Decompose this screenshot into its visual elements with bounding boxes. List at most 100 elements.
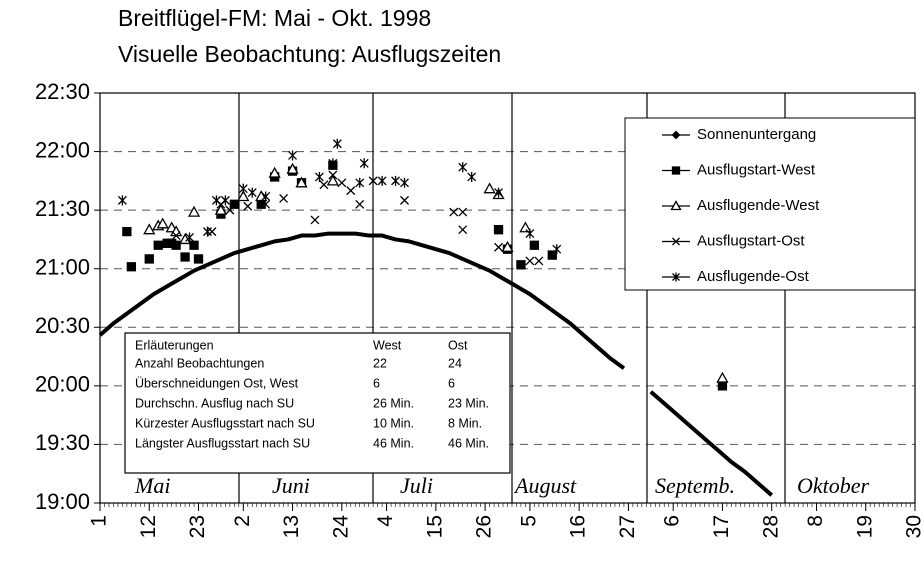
marker	[144, 254, 154, 264]
marker	[328, 170, 338, 180]
marker	[180, 252, 190, 262]
legend-label: Ausflugstart-Ost	[697, 232, 805, 249]
legend-label: Ausflugstart-West	[697, 161, 816, 178]
marker	[516, 260, 526, 270]
y-tick-label: 22:00	[35, 137, 90, 162]
marker	[552, 244, 562, 255]
marker	[171, 231, 181, 240]
x-tick-label: 24	[329, 515, 352, 539]
y-tick-label: 22:30	[35, 79, 90, 104]
info-table-cell: 24	[448, 356, 462, 370]
month-label: Juni	[272, 473, 310, 498]
x-tick-label: 2	[231, 515, 254, 527]
x-tick-label: 27	[616, 515, 639, 538]
marker	[458, 225, 468, 235]
info-table-cell: Längster Ausflugsstart nach SU	[135, 436, 310, 450]
info-table-cell: Überschneidungen Ost, West	[135, 376, 299, 390]
x-tick-label: 28	[759, 515, 782, 538]
marker	[295, 176, 308, 188]
marker	[525, 256, 535, 266]
marker	[187, 205, 201, 217]
x-tick-label: 19	[853, 515, 876, 538]
marker	[368, 176, 378, 186]
marker	[494, 242, 504, 252]
marker	[467, 171, 477, 182]
marker	[494, 187, 504, 198]
marker	[525, 228, 535, 239]
marker	[117, 195, 127, 206]
marker	[268, 166, 281, 178]
y-tick-label: 19:00	[35, 489, 90, 514]
marker	[346, 186, 356, 196]
marker	[547, 250, 557, 260]
month-label: August	[513, 473, 577, 498]
x-tick-label: 8	[804, 515, 827, 527]
marker	[314, 171, 324, 182]
marker	[359, 158, 369, 169]
info-table-cell: 8 Min.	[448, 416, 482, 430]
info-table-header: Ost	[448, 338, 468, 352]
legend-label: Ausflugende-West	[697, 197, 820, 214]
sunset-line	[98, 231, 774, 497]
x-tick-label: 26	[473, 515, 496, 538]
y-tick-label: 19:30	[35, 430, 90, 455]
marker	[716, 371, 729, 383]
x-tick-label: 1	[88, 515, 111, 527]
plot-frame	[99, 92, 916, 504]
marker	[189, 240, 199, 250]
chart-subtitle: Visuelle Beobachtung: Ausflugszeiten	[118, 41, 501, 67]
month-label: Mai	[134, 473, 170, 498]
marker	[122, 226, 132, 237]
marker	[185, 232, 195, 243]
marker	[326, 174, 339, 186]
marker	[261, 199, 271, 209]
marker	[286, 162, 299, 174]
marker	[458, 207, 468, 217]
marker	[328, 158, 338, 169]
marker	[261, 191, 271, 202]
marker	[337, 178, 347, 188]
info-table-cell: 22	[373, 356, 387, 370]
x-tick-label: 6	[661, 515, 684, 527]
info-table-header: Erläuterungen	[135, 338, 214, 352]
marker	[214, 203, 228, 215]
info-table-cell: 23 Min.	[448, 396, 489, 410]
marker	[501, 240, 514, 252]
marker	[319, 180, 329, 190]
marker	[193, 254, 204, 264]
month-label: Oktober	[797, 473, 870, 498]
chart-title: Breitflügel-FM: Mai - Okt. 1998	[118, 5, 431, 31]
info-table-cell: 6	[448, 376, 455, 390]
marker	[171, 240, 181, 250]
x-tick-label: 30	[903, 515, 924, 538]
marker	[126, 262, 136, 272]
marker	[529, 240, 540, 250]
marker	[355, 199, 365, 209]
marker	[717, 381, 728, 391]
marker	[247, 187, 257, 198]
marker	[256, 199, 266, 209]
x-tick-label: 13	[280, 515, 303, 538]
marker	[220, 195, 230, 206]
info-table-cell: Durchschn. Ausflug nach SU	[135, 396, 294, 410]
x-tick-label: 15	[423, 515, 446, 538]
marker	[310, 215, 320, 225]
marker	[483, 182, 496, 194]
x-tick-label: 5	[517, 515, 540, 527]
y-tick-label: 21:00	[35, 255, 90, 280]
x-tick-label: 17	[710, 515, 733, 538]
month-label: Juli	[400, 473, 433, 498]
marker	[400, 195, 409, 205]
legend-marker	[672, 272, 680, 282]
marker	[391, 175, 401, 186]
marker	[400, 177, 409, 188]
info-table-cell: 6	[373, 376, 380, 390]
legend-label: Ausflugende-Ost	[697, 268, 810, 285]
marker	[279, 193, 289, 203]
marker	[519, 221, 532, 233]
marker	[225, 205, 235, 215]
x-tick-label: 4	[374, 515, 397, 527]
marker	[332, 138, 342, 149]
marker	[229, 199, 239, 209]
legend-box	[624, 117, 916, 291]
